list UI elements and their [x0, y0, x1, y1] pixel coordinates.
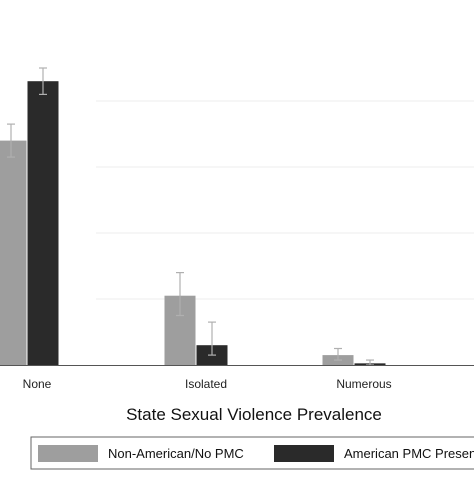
gridlines [96, 100, 474, 300]
legend-swatch-1 [38, 445, 98, 462]
legend-box [30, 436, 474, 470]
x-axis-title: State Sexual Violence Prevalence [126, 405, 382, 424]
bars [0, 81, 386, 365]
legend-label-2: American PMC Present [344, 446, 474, 461]
error-bars [7, 67, 374, 366]
x-tick-label-numerous: Numerous [336, 377, 391, 391]
bar-none-series-2 [27, 81, 59, 365]
x-tick-labels: None Isolated Numerous [23, 377, 392, 391]
legend-label-1: Non-American/No PMC [108, 446, 244, 461]
x-tick-label-none: None [23, 377, 52, 391]
legend: Non-American/No PMC American PMC Present [30, 436, 474, 470]
bar-none-series-1 [0, 140, 27, 365]
x-tick-label-isolated: Isolated [185, 377, 227, 391]
legend-swatch-2 [274, 445, 334, 462]
